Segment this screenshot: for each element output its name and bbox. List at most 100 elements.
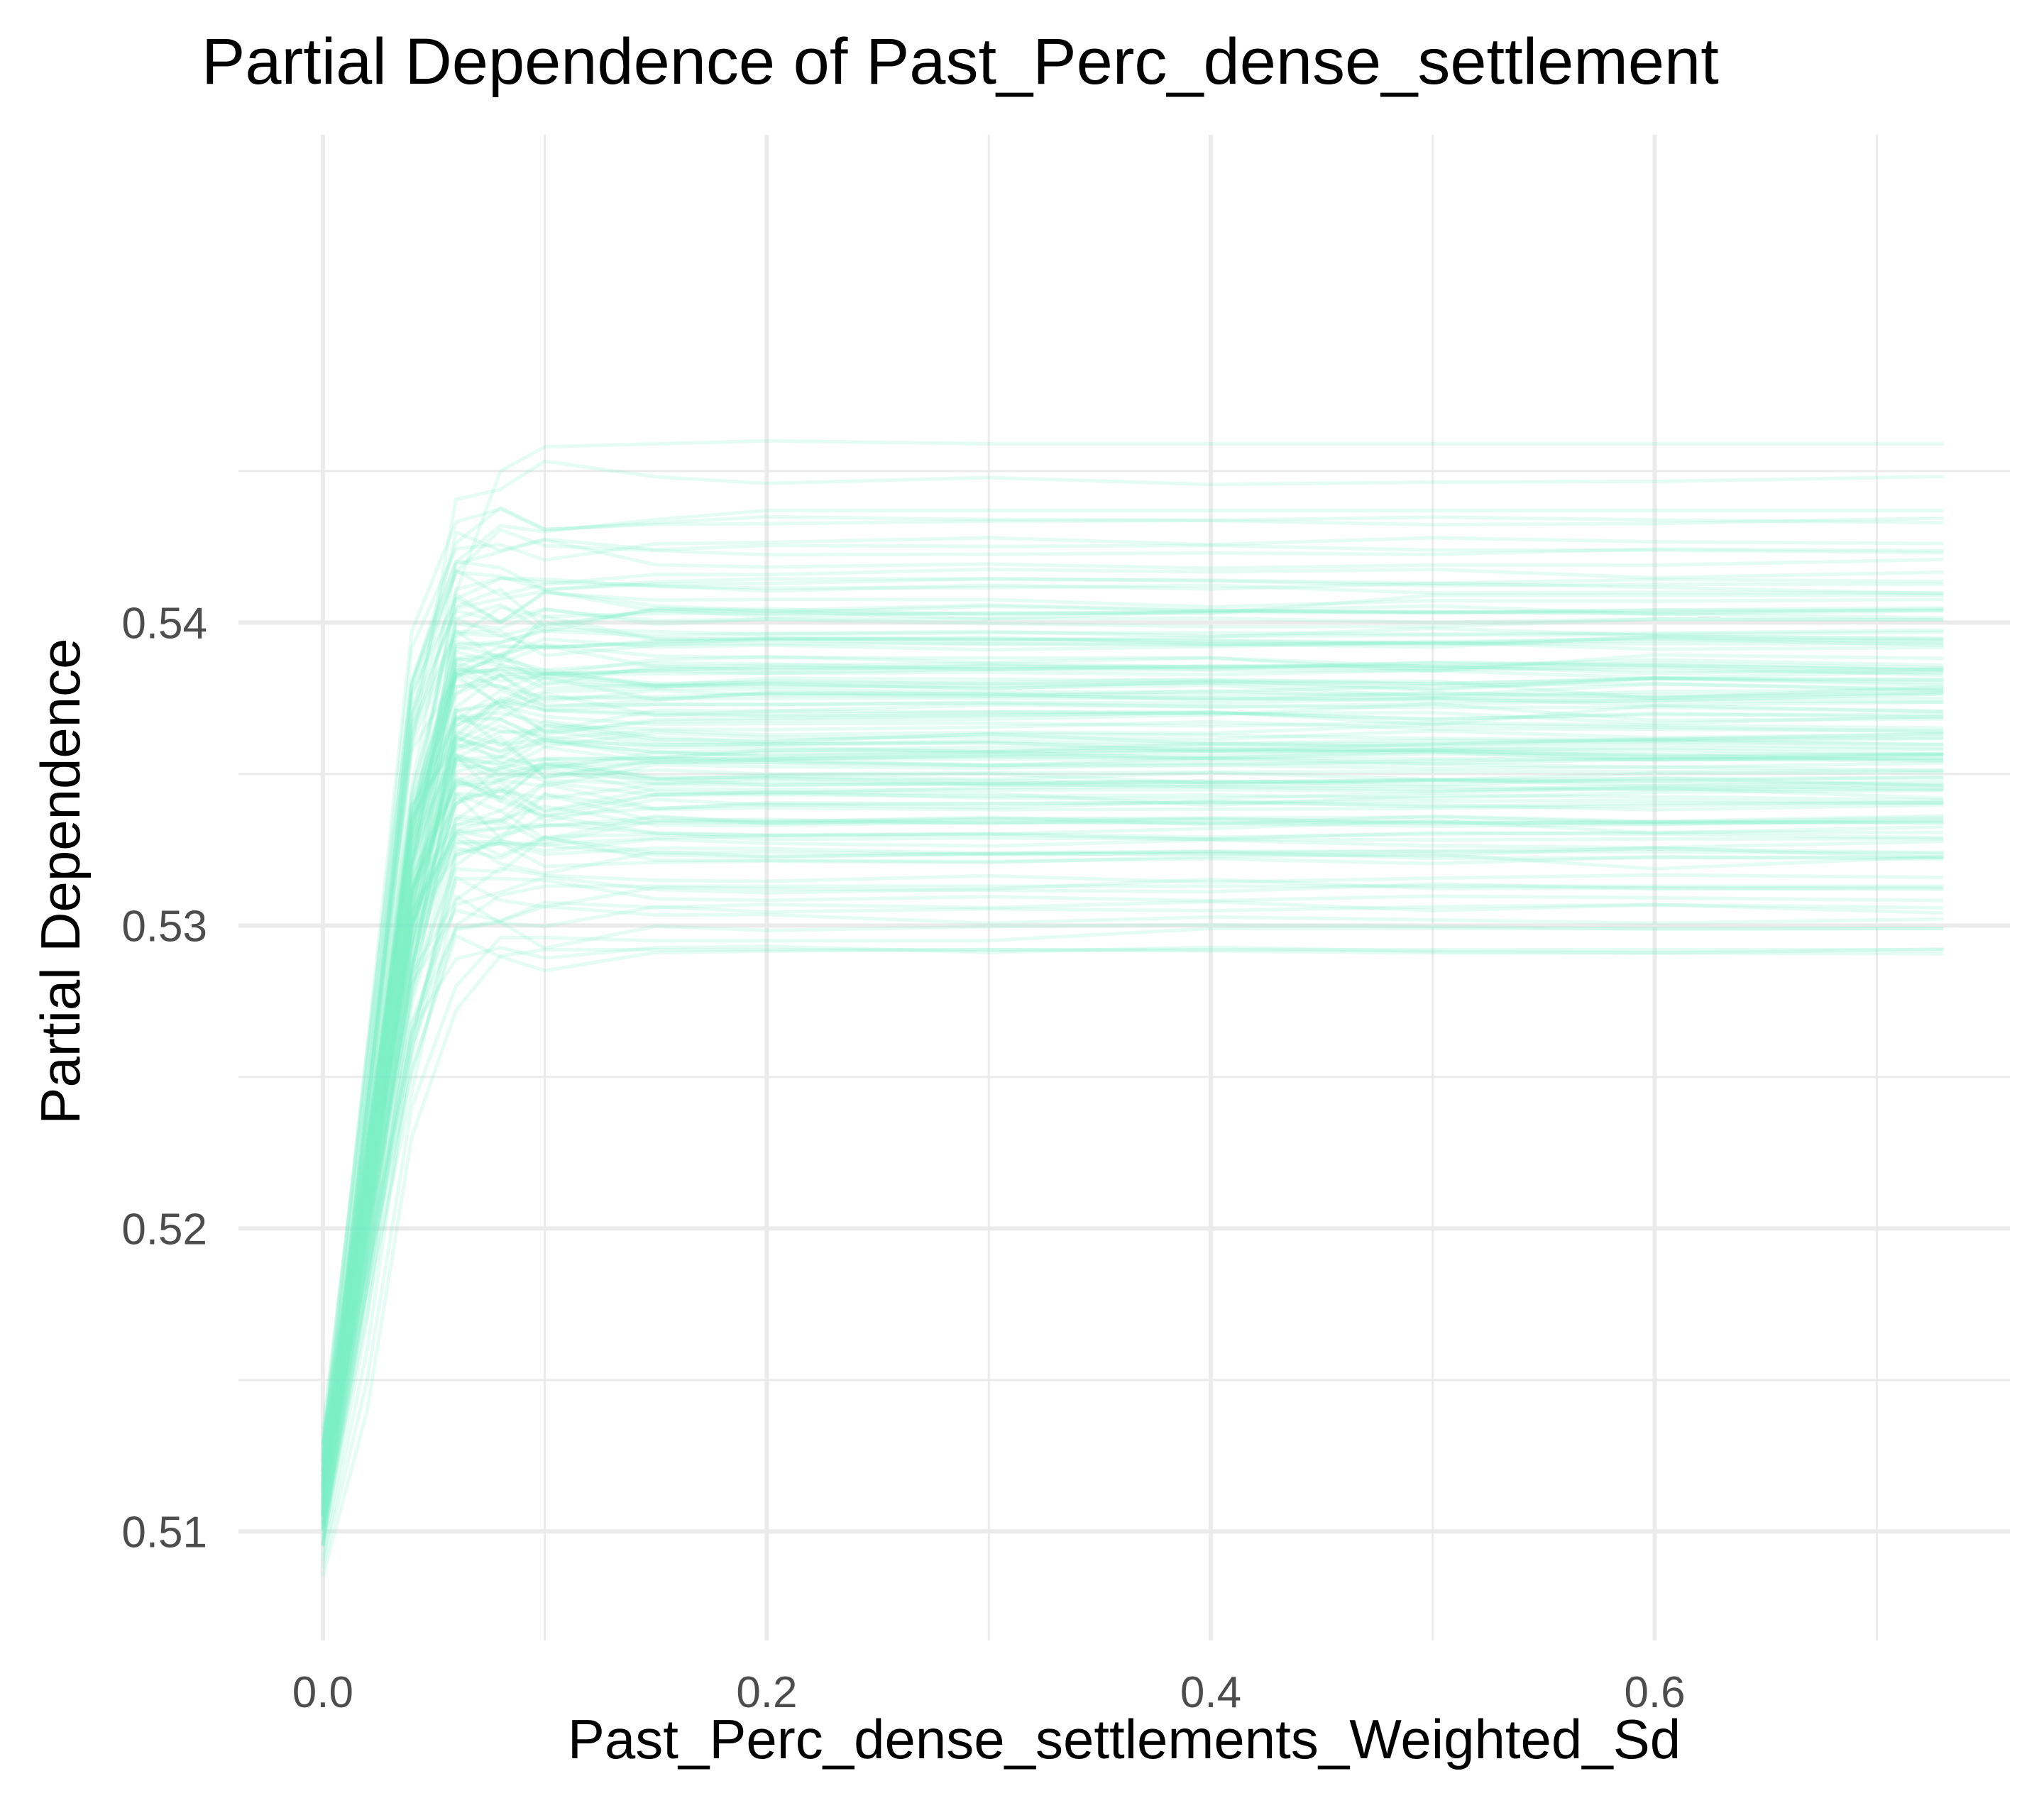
ice-curve [321, 793, 1944, 1479]
ice-curve [321, 607, 1944, 1486]
ice-curve [321, 927, 1944, 1569]
ice-curve [321, 757, 1944, 1548]
x-tick-label: 0.6 [1624, 1668, 1685, 1717]
ice-curve [321, 723, 1944, 1510]
ice-curve [321, 620, 1944, 1469]
ice-curve [321, 781, 1944, 1526]
ice-curve [321, 814, 1944, 1531]
ice-curve [321, 756, 1944, 1533]
ice-curve [321, 593, 1944, 1501]
ice-curve [321, 920, 1944, 1504]
y-tick-label: 0.54 [121, 599, 207, 648]
ice-curve [321, 781, 1944, 1513]
ice-curve [321, 614, 1944, 1490]
ice-curve [321, 602, 1944, 1491]
ice-curve [321, 506, 1944, 1445]
ice-curve [321, 841, 1944, 1546]
ice-curve [321, 894, 1944, 1547]
ice-curve [321, 934, 1944, 1529]
y-axis-ticks: 0.51 0.52 0.53 0.54 [121, 599, 207, 1557]
ice-curve [321, 629, 1944, 1490]
y-axis-title: Partial Dependence [29, 638, 92, 1124]
y-tick-label: 0.52 [121, 1205, 207, 1254]
ice-curve [321, 728, 1944, 1457]
ice-curve [321, 791, 1944, 1501]
ice-curve [321, 866, 1944, 1523]
ice-curve [321, 884, 1944, 1562]
ice-curve [321, 809, 1944, 1491]
ice-curve [321, 757, 1944, 1472]
ice-curve [321, 656, 1944, 1452]
ice-curve [321, 792, 1944, 1504]
ice-curve [321, 775, 1944, 1477]
ice-curve [321, 530, 1944, 1430]
ice-curve [321, 675, 1944, 1504]
ice-curve [321, 944, 1944, 1541]
ice-curve [321, 782, 1944, 1506]
ice-curve [321, 876, 1944, 1539]
ice-curve [321, 875, 1944, 1482]
ice-curve [321, 758, 1944, 1472]
ice-curve [321, 673, 1944, 1510]
ice-curve [321, 567, 1944, 1506]
ice-curve [321, 905, 1944, 1508]
chart-title: Partial Dependence of Past_Perc_dense_se… [202, 26, 1719, 98]
ice-curve [321, 538, 1944, 1479]
ice-curve [321, 528, 1944, 1497]
ice-curve [321, 735, 1944, 1462]
ice-curve [321, 815, 1944, 1546]
ice-curve [321, 673, 1944, 1468]
ice-curve [321, 753, 1944, 1509]
ice-curve [321, 766, 1944, 1488]
x-tick-label: 0.2 [736, 1668, 797, 1717]
ice-curve [321, 576, 1944, 1496]
ice-curve [321, 637, 1944, 1516]
ice-curve [321, 597, 1944, 1500]
ice-curve [321, 559, 1944, 1512]
ice-curve [321, 666, 1944, 1469]
ice-curve [321, 842, 1944, 1521]
ice-curve [321, 724, 1944, 1465]
ice-curve [321, 675, 1944, 1518]
ice-curve [321, 737, 1944, 1501]
x-tick-label: 0.4 [1180, 1668, 1241, 1717]
ice-curve [321, 839, 1944, 1501]
ice-curve [321, 710, 1944, 1462]
ice-curve [321, 719, 1944, 1488]
ice-curve [321, 439, 1944, 1487]
ice-curve [321, 589, 1944, 1450]
ice-curve [321, 814, 1944, 1529]
ice-curve [321, 654, 1944, 1522]
ice-curve [321, 627, 1944, 1445]
ice-curve [321, 627, 1944, 1484]
ice-curve [321, 588, 1944, 1517]
ice-curve [321, 739, 1944, 1498]
x-axis-title: Past_Perc_dense_settlements_Weighted_Sd [568, 1708, 1681, 1770]
ice-curve [321, 734, 1944, 1483]
ice-curve [321, 708, 1944, 1461]
ice-curve [321, 787, 1944, 1493]
ice-curve [321, 804, 1944, 1470]
y-tick-label: 0.53 [121, 902, 207, 951]
ice-curves [321, 439, 1944, 1577]
ice-curve [321, 717, 1944, 1465]
ice-curve [321, 673, 1944, 1519]
ice-curve [321, 671, 1944, 1457]
ice-curve [321, 590, 1944, 1494]
ice-curve [321, 738, 1944, 1473]
ice-curve [321, 734, 1944, 1489]
y-tick-label: 0.51 [121, 1508, 207, 1557]
ice-curve [321, 684, 1944, 1476]
ice-curve [321, 653, 1944, 1477]
ice-curve [321, 760, 1944, 1462]
ice-curve [321, 711, 1944, 1457]
ice-curve [321, 641, 1944, 1517]
ice-curve [321, 644, 1944, 1484]
ice-curve [321, 699, 1944, 1516]
ice-curve [321, 653, 1944, 1472]
ice-curve [321, 759, 1944, 1491]
ice-curve [321, 667, 1944, 1469]
ice-curve [321, 671, 1944, 1513]
